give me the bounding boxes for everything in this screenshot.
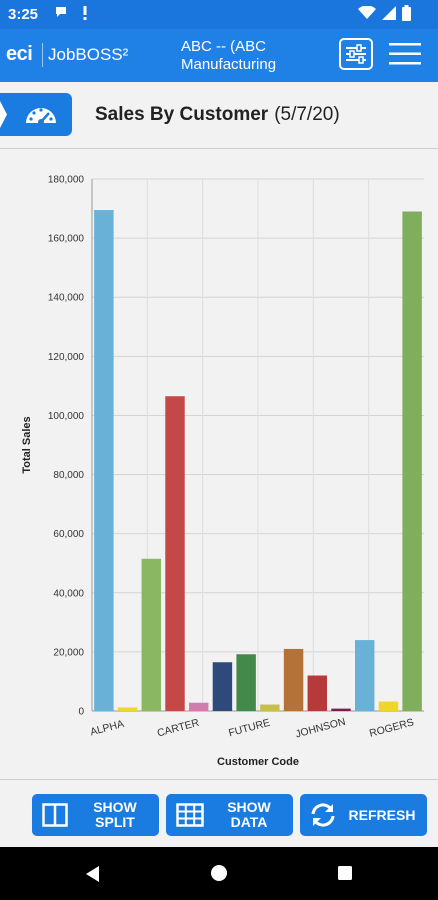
y-tick-label: 40,000	[53, 588, 84, 599]
company-name[interactable]: ABC -- (ABC Manufacturing	[181, 38, 311, 74]
y-tick-label: 0	[78, 707, 84, 718]
show-split-line-1: SHOW	[93, 799, 137, 815]
split-view-icon	[42, 803, 68, 827]
show-data-button[interactable]: SHOW DATA	[166, 794, 293, 836]
refresh-button[interactable]: REFRESH	[300, 794, 427, 836]
company-line-1: ABC -- (ABC	[181, 38, 267, 55]
page-title-text: Sales By Customer	[95, 104, 269, 125]
dashboard-button[interactable]	[0, 93, 72, 136]
app-bar: eci JobBOSS² ABC -- (ABC Manufacturing	[0, 29, 438, 82]
chart-bar	[212, 662, 233, 711]
show-split-button[interactable]: SHOW SPLIT	[32, 794, 159, 836]
dashboard-gauge-icon	[0, 101, 56, 128]
show-split-line-2: SPLIT	[95, 814, 135, 830]
chart-bar	[94, 210, 114, 711]
x-tick-label: ROGERS	[368, 716, 415, 739]
y-tick-label: 180,000	[48, 175, 85, 186]
wifi-icon	[358, 5, 376, 23]
chart-bar	[354, 640, 375, 711]
y-tick-label: 20,000	[53, 647, 84, 658]
sliders-icon	[346, 44, 366, 64]
brand-logo: eci	[6, 43, 33, 65]
chart-bar	[307, 675, 328, 711]
chart-bar	[260, 704, 280, 711]
back-icon[interactable]	[83, 865, 101, 883]
x-axis-title: Customer Code	[217, 756, 299, 768]
chart-bar	[117, 707, 138, 711]
x-tick-label: CARTER	[156, 717, 201, 740]
system-nav-bar	[0, 847, 438, 900]
chart-bar	[236, 654, 256, 711]
chat-notification-icon	[54, 5, 68, 22]
page-date: (5/7/20)	[274, 104, 340, 125]
chart-bar	[331, 708, 351, 711]
y-tick-label: 60,000	[53, 529, 84, 540]
company-line-2: Manufacturing	[181, 56, 277, 73]
show-data-line-1: SHOW	[227, 799, 271, 815]
status-time: 3:25	[8, 6, 39, 23]
alert-notification-icon	[82, 5, 88, 24]
chart-bar	[188, 702, 209, 711]
cell-signal-icon	[382, 6, 396, 23]
x-tick-label: FUTURE	[227, 717, 271, 740]
hamburger-icon	[389, 43, 421, 65]
refresh-icon	[311, 803, 335, 827]
show-data-line-2: DATA	[230, 814, 268, 830]
page-header: Sales By Customer (5/7/20)	[0, 82, 438, 149]
y-tick-label: 160,000	[48, 234, 85, 245]
status-bar: 3:25	[0, 0, 438, 29]
home-icon[interactable]	[210, 864, 228, 882]
chart-bar	[283, 648, 304, 711]
chart-bar	[141, 558, 162, 711]
logo-divider	[42, 43, 43, 67]
chart-bar	[402, 211, 422, 711]
refresh-label: REFRESH	[348, 807, 416, 823]
page-title: Sales By Customer (5/7/20)	[95, 104, 340, 126]
chart-container: 0 20,000 40,000 60,000 80,000 100,000 120,000 1…	[0, 149, 438, 779]
grid-table-icon	[176, 803, 204, 827]
battery-icon	[402, 5, 411, 24]
y-axis-title: Total Sales	[21, 416, 33, 473]
recents-icon[interactable]	[337, 865, 353, 881]
product-name: JobBOSS²	[48, 45, 129, 64]
chart-bar	[378, 701, 399, 711]
chart-bar	[165, 396, 185, 711]
sales-by-customer-chart: 0 20,000 40,000 60,000 80,000 100,000 120,000 1…	[21, 175, 424, 768]
filter-settings-button[interactable]	[339, 38, 373, 70]
x-tick-label: ALPHA	[89, 718, 125, 739]
x-tick-label: JOHNSON	[294, 716, 347, 741]
y-tick-label: 140,000	[48, 293, 85, 304]
hamburger-menu-button[interactable]	[388, 41, 422, 67]
show-split-label: SHOW SPLIT	[80, 800, 150, 830]
y-tick-label: 120,000	[48, 352, 85, 363]
y-tick-label: 100,000	[48, 411, 85, 422]
y-tick-label: 80,000	[53, 470, 84, 481]
action-bar: SHOW SPLIT SHOW DATA REFRESH	[0, 779, 438, 848]
show-data-label: SHOW DATA	[214, 800, 284, 830]
